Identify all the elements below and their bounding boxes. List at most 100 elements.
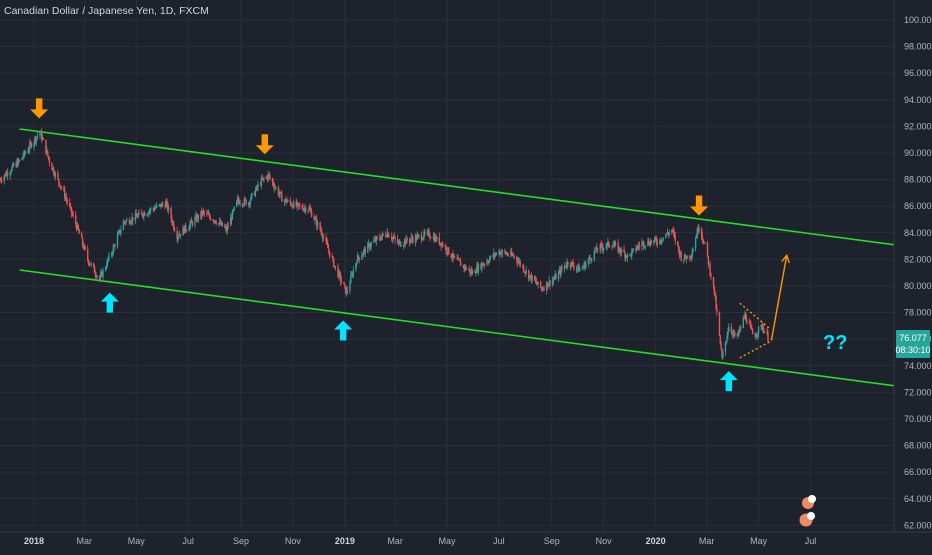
- candle-body: [213, 220, 215, 222]
- candle-body: [75, 215, 77, 225]
- candle-body: [333, 265, 336, 267]
- candle-body: [316, 222, 319, 227]
- candle-body: [30, 143, 33, 148]
- candle-body: [415, 235, 418, 240]
- candle-body: [4, 173, 6, 177]
- candle-body: [565, 266, 567, 268]
- candle-body: [450, 254, 452, 258]
- candle-body: [589, 257, 591, 259]
- candle-body: [523, 271, 526, 273]
- event-icon-badge: [807, 512, 815, 520]
- price-tag-box: [896, 330, 930, 358]
- candle-body: [0, 179, 2, 181]
- candle-body: [179, 234, 182, 236]
- candle-body: [384, 234, 387, 237]
- arrow-up-icon[interactable]: [334, 320, 353, 341]
- candle-body: [749, 323, 751, 325]
- triangle-line-upper[interactable]: [739, 302, 771, 330]
- candle-body: [214, 220, 217, 223]
- candle-body: [185, 230, 188, 232]
- candle-body: [722, 352, 724, 358]
- candle-body: [321, 235, 324, 239]
- arrow-up-icon[interactable]: [100, 292, 119, 313]
- event-icons[interactable]: [799, 495, 817, 527]
- candle-body: [65, 197, 68, 200]
- candle-body: [483, 264, 486, 266]
- candle-body: [328, 250, 331, 256]
- candle-body: [617, 243, 619, 252]
- arrow-up-icon[interactable]: [719, 371, 738, 392]
- candle-body: [468, 268, 470, 270]
- candle-body: [90, 263, 92, 265]
- time-axis[interactable]: 2018 Mar May Jul Sep Nov 2019 Mar May Jul Sep Nov 20…: [24, 536, 816, 546]
- candle-body: [767, 333, 769, 342]
- candle-body: [719, 335, 722, 344]
- candle-body: [465, 265, 467, 270]
- candle-body: [46, 150, 48, 154]
- arrow-down-icon[interactable]: [255, 134, 274, 155]
- candle-body: [314, 218, 316, 221]
- candle-body: [48, 158, 51, 163]
- candle-body: [86, 249, 89, 260]
- candle-body: [595, 247, 597, 252]
- candle-body: [321, 231, 323, 236]
- channel-line-lower[interactable]: [19, 269, 895, 387]
- candle-body: [399, 241, 401, 246]
- candle-body: [489, 255, 492, 259]
- candle-body: [357, 255, 360, 258]
- arrow-down-icon[interactable]: [30, 98, 49, 119]
- candle-body: [271, 178, 274, 183]
- candle-body: [688, 255, 691, 258]
- candle-body: [146, 213, 148, 216]
- candle-body: [355, 263, 357, 271]
- candle-body: [530, 274, 532, 281]
- candle-body: [410, 237, 412, 240]
- candle-body: [243, 198, 246, 205]
- candle-body: [161, 203, 163, 208]
- candle-body: [750, 324, 752, 328]
- candle-body: [87, 259, 90, 264]
- candle-body: [374, 239, 377, 242]
- candle-body: [649, 241, 652, 246]
- candle-body: [346, 290, 349, 292]
- arrow-down-icon[interactable]: [690, 195, 709, 216]
- candle-body: [555, 274, 557, 280]
- candle-body: [637, 245, 639, 249]
- candle-body: [683, 254, 686, 261]
- candle-body: [439, 242, 441, 245]
- candle-body: [235, 200, 238, 207]
- candle-body: [327, 243, 329, 249]
- candle-body: [101, 272, 103, 277]
- candle-body: [339, 271, 341, 275]
- candle-body: [129, 222, 131, 224]
- candle-body: [708, 263, 710, 265]
- projection-arrow-line[interactable]: [770, 255, 788, 341]
- candle-body: [93, 266, 96, 273]
- candle-body: [309, 207, 311, 210]
- candle-body: [695, 236, 698, 239]
- candle-body: [600, 244, 602, 246]
- candle-body: [428, 231, 430, 237]
- candle-body: [152, 208, 154, 210]
- candle-body: [161, 203, 164, 205]
- candle-body: [539, 281, 542, 288]
- candle-body: [35, 137, 37, 142]
- candle-body: [427, 231, 429, 233]
- candle-body: [213, 220, 216, 222]
- candle-body: [331, 255, 333, 258]
- candle-body: [295, 201, 297, 207]
- triangle-line-lower[interactable]: [739, 341, 771, 359]
- candle-body: [612, 245, 614, 248]
- candle-body: [638, 246, 641, 248]
- candle-body: [684, 254, 687, 258]
- candle-body: [209, 216, 212, 220]
- candle-body: [130, 221, 132, 223]
- channel-line-upper[interactable]: [19, 128, 895, 246]
- y-tick-label: 94.000: [904, 95, 932, 105]
- candle-body: [72, 214, 74, 216]
- candle-body: [540, 287, 543, 289]
- candle-body: [92, 263, 95, 267]
- candle-body: [689, 257, 692, 259]
- candle-body: [52, 168, 55, 174]
